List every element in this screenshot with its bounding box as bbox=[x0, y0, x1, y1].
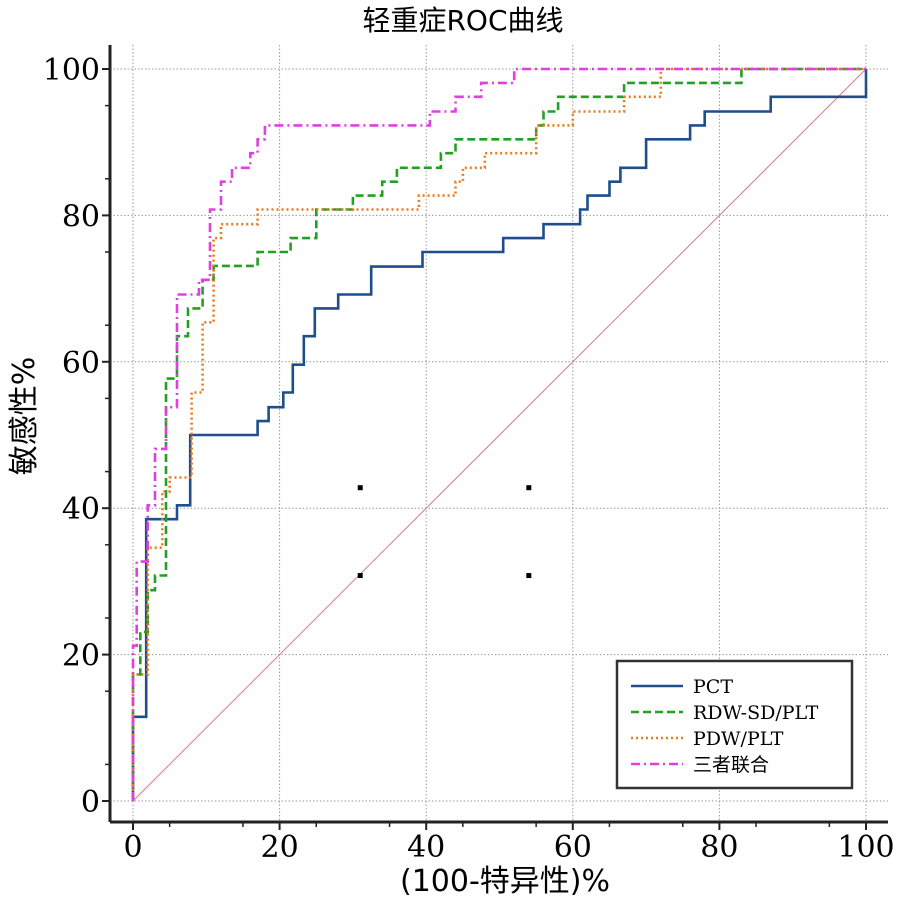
x-tick-label: 80 bbox=[700, 830, 738, 865]
series-line-0 bbox=[131, 69, 868, 801]
axes: 0 20 40 60 80 100 0 20 40 60 80 100 bbox=[43, 45, 895, 865]
x-tick-label: 40 bbox=[407, 830, 445, 865]
y-axis-label: 敏感性% bbox=[7, 357, 42, 476]
legend-label: RDW-SD/PLT bbox=[693, 702, 819, 724]
y-tick-label: 80 bbox=[62, 199, 100, 234]
marker-point bbox=[526, 573, 532, 579]
marker-point bbox=[357, 485, 363, 491]
reference-diagonal bbox=[132, 68, 867, 802]
marker-point bbox=[357, 573, 363, 579]
legend-label: PDW/PLT bbox=[693, 728, 784, 750]
y-tick-label: 0 bbox=[81, 785, 100, 820]
marker-group bbox=[357, 485, 532, 579]
series-line-3 bbox=[131, 67, 866, 801]
y-tick-label: 60 bbox=[62, 346, 100, 381]
x-tick-label: 0 bbox=[123, 830, 142, 865]
grid bbox=[110, 45, 888, 822]
marker-point bbox=[526, 485, 532, 491]
legend: PCT RDW-SD/PLT PDW/PLT 三者联合 bbox=[615, 659, 854, 790]
series-line-1 bbox=[131, 67, 866, 801]
series-line-2 bbox=[131, 67, 866, 801]
x-tick-label: 60 bbox=[554, 830, 592, 865]
legend-box bbox=[615, 659, 854, 790]
legend-label: PCT bbox=[693, 676, 733, 698]
x-tick-label: 100 bbox=[837, 830, 894, 865]
y-tick-label: 20 bbox=[62, 639, 100, 674]
reference-line-group bbox=[132, 68, 867, 802]
x-axis-label: (100-特异性)% bbox=[400, 864, 610, 899]
y-tick-label: 100 bbox=[43, 53, 100, 88]
x-tick-label: 20 bbox=[261, 830, 299, 865]
y-tick-label: 40 bbox=[62, 492, 100, 527]
chart-title: 轻重症ROC曲线 bbox=[362, 4, 563, 37]
legend-label: 三者联合 bbox=[693, 754, 769, 776]
series-group bbox=[131, 67, 868, 801]
